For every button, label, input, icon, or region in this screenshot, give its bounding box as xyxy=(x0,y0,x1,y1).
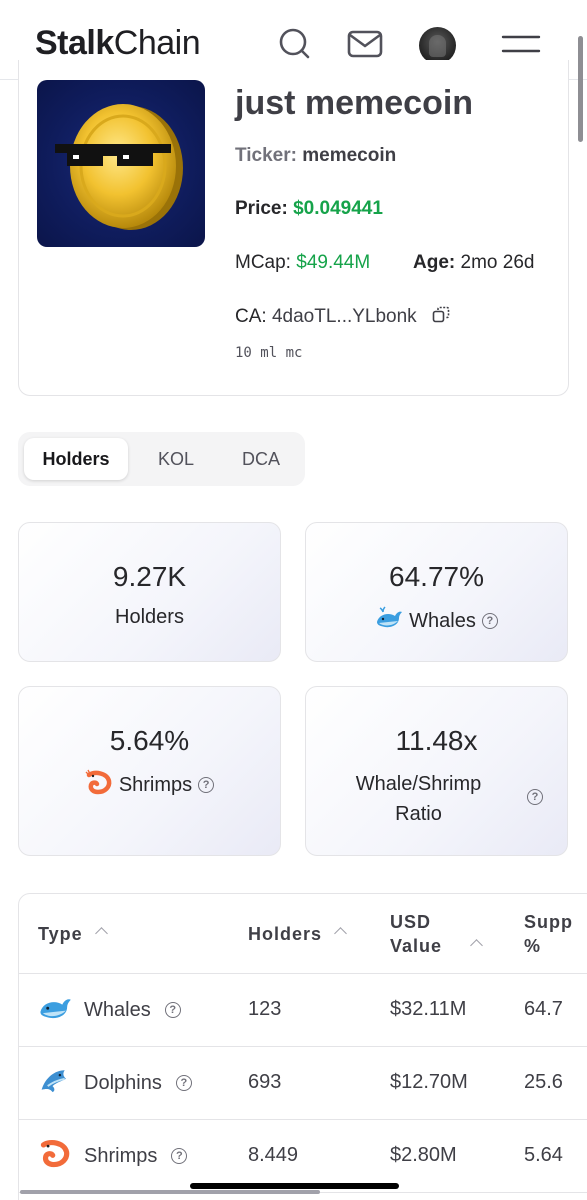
dolphin-icon xyxy=(38,1065,72,1101)
row-type: Whales xyxy=(84,998,151,1021)
ticker-row: Ticker: memecoin xyxy=(235,145,397,166)
token-name: just memecoin xyxy=(235,84,474,122)
vertical-scrollbar[interactable] xyxy=(578,36,583,142)
tab-holders[interactable]: Holders xyxy=(24,438,128,480)
stat-card-holders: 9.27K Holders xyxy=(18,522,281,662)
token-note: 10 ml mc xyxy=(235,345,303,361)
logo[interactable]: StalkChain xyxy=(35,24,201,62)
help-icon[interactable]: ? xyxy=(481,613,498,629)
search-icon[interactable] xyxy=(276,26,312,62)
mail-icon[interactable] xyxy=(347,26,383,62)
ratio-value: 11.48x xyxy=(395,725,478,756)
home-indicator[interactable] xyxy=(190,1183,399,1189)
copy-icon[interactable] xyxy=(432,306,450,330)
sort-icon xyxy=(94,927,108,940)
row-usd: $2.80M xyxy=(390,1144,457,1166)
help-icon[interactable]: ? xyxy=(171,1148,188,1164)
holders-count: 9.27K xyxy=(112,561,187,592)
col-type[interactable]: Type xyxy=(38,922,108,946)
whales-label: Whales ? xyxy=(306,606,567,636)
sort-icon xyxy=(470,939,483,952)
whale-icon xyxy=(375,606,403,636)
col-usd-value[interactable]: USD Value xyxy=(390,910,483,958)
price-value: $0.049441 xyxy=(293,198,383,219)
row-holders: 123 xyxy=(248,998,282,1020)
table-header: Type Holders USD Value Supp % xyxy=(19,894,587,974)
mcap-row: MCap: $49.44M xyxy=(235,252,371,273)
contract-address: 4daoTL...YLbonk xyxy=(271,306,417,327)
tab-dca[interactable]: DCA xyxy=(241,448,280,469)
stat-card-shrimps: 5.64% Shrimps ? xyxy=(18,686,281,856)
holders-label: Holders xyxy=(115,606,184,628)
price-row: Price: $0.049441 xyxy=(235,198,383,219)
sort-icon xyxy=(334,927,347,940)
stat-card-ratio: 11.48x Whale/Shrimp Ratio ? xyxy=(305,686,568,856)
mcap-value: $49.44M xyxy=(296,252,371,273)
row-supply: 5.64 xyxy=(524,1144,563,1166)
age-value: 2mo 26d xyxy=(460,252,535,273)
row-holders: 8.449 xyxy=(248,1144,299,1166)
col-holders[interactable]: Holders xyxy=(248,922,347,946)
table-row[interactable]: Shrimps ? 8.449 $2.80M 5.64 xyxy=(19,1120,587,1193)
help-icon[interactable]: ? xyxy=(164,1002,181,1018)
row-type: Shrimps xyxy=(84,1144,158,1167)
row-usd: $32.11M xyxy=(390,998,467,1020)
tab-kol[interactable]: KOL xyxy=(157,448,195,469)
shrimp-icon xyxy=(38,1138,72,1174)
age-row: Age: 2mo 26d xyxy=(413,252,535,273)
stat-card-whales: 64.77% Whales ? xyxy=(305,522,568,662)
menu-icon[interactable] xyxy=(500,26,542,62)
col-supply[interactable]: Supp % xyxy=(524,912,573,956)
tab-bar: Holders KOL DCA xyxy=(18,432,305,486)
horizontal-scrollbar[interactable] xyxy=(20,1190,320,1194)
avatar[interactable] xyxy=(419,27,456,64)
row-type: Dolphins xyxy=(84,1071,162,1094)
table-row[interactable]: Whales ? 123 $32.11M 64.7 xyxy=(19,974,587,1047)
token-image xyxy=(37,80,205,247)
ticker-value: memecoin xyxy=(302,145,397,166)
whale-icon xyxy=(38,992,72,1028)
help-icon[interactable]: ? xyxy=(175,1075,192,1091)
whales-percent: 64.77% xyxy=(389,561,484,592)
ratio-label: Whale/Shrimp Ratio xyxy=(355,773,482,825)
row-supply: 64.7 xyxy=(524,998,563,1020)
help-icon[interactable]: ? xyxy=(198,777,215,793)
help-icon[interactable]: ? xyxy=(527,789,543,805)
row-holders: 693 xyxy=(248,1071,282,1093)
row-supply: 25.6 xyxy=(524,1071,563,1093)
shrimps-label: Shrimps ? xyxy=(19,769,280,801)
contract-row: CA: 4daoTL...YLbonk xyxy=(235,306,450,330)
table-row[interactable]: Dolphins ? 693 $12.70M 25.6 xyxy=(19,1047,587,1120)
shrimps-percent: 5.64% xyxy=(109,725,190,756)
shrimp-icon xyxy=(85,769,113,801)
holders-table: Type Holders USD Value Supp % Whales ? 1… xyxy=(18,893,587,1200)
row-usd: $12.70M xyxy=(390,1071,468,1093)
